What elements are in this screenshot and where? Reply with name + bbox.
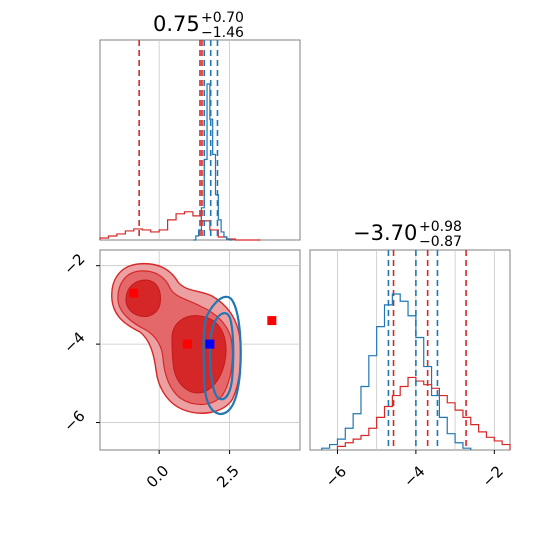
hist1-title-minus: −1.46 <box>201 25 244 41</box>
marker-point <box>182 339 192 349</box>
marker-point <box>129 288 139 298</box>
hist2-title: −3.70 +0.98 −0.87 <box>353 219 462 250</box>
blue-contour-inner <box>208 312 235 401</box>
contour-panel-bottom-left: 0.0 2.5 −2 −4 −6 <box>60 249 301 492</box>
hist2-step-series-1 <box>321 293 472 450</box>
hist2-title-minus: −0.87 <box>419 234 462 250</box>
marker-point <box>267 316 277 326</box>
red-contour-inner <box>125 279 227 394</box>
hist2-x-tick-label: −4 <box>400 462 428 490</box>
hist1-step-series-1 <box>192 83 233 241</box>
marker-point <box>205 339 215 349</box>
hist2-frame <box>309 249 511 451</box>
contour-x-tick-label: 2.5 <box>213 462 243 492</box>
contour-group <box>111 262 242 416</box>
blue-contour-outer <box>202 295 242 416</box>
hist2-title-plus: +0.98 <box>419 219 462 235</box>
hist2-x-tick-label: −2 <box>479 462 507 490</box>
hist-panel-bottom-right: −6 −4 −2 −3.70 +0.98 −0.87 <box>309 219 511 491</box>
hist1-title-plus: +0.70 <box>201 10 244 26</box>
contour-y-tick-label: −6 <box>60 407 88 435</box>
contour-y-tick-label: −4 <box>60 328 88 356</box>
hist2-title-value: −3.70 <box>353 221 417 245</box>
hist1-title-value: 0.75 <box>153 12 200 36</box>
hist2-step-series-0 <box>336 376 511 450</box>
hist-panel-top-left: 0.75 +0.70 −1.46 <box>99 10 301 241</box>
hist2-x-tick-label: −6 <box>322 462 350 490</box>
contour-y-tick-label: −2 <box>60 250 88 278</box>
contour-x-tick-label: 0.0 <box>143 462 173 492</box>
hist1-title: 0.75 +0.70 −1.46 <box>153 10 244 41</box>
